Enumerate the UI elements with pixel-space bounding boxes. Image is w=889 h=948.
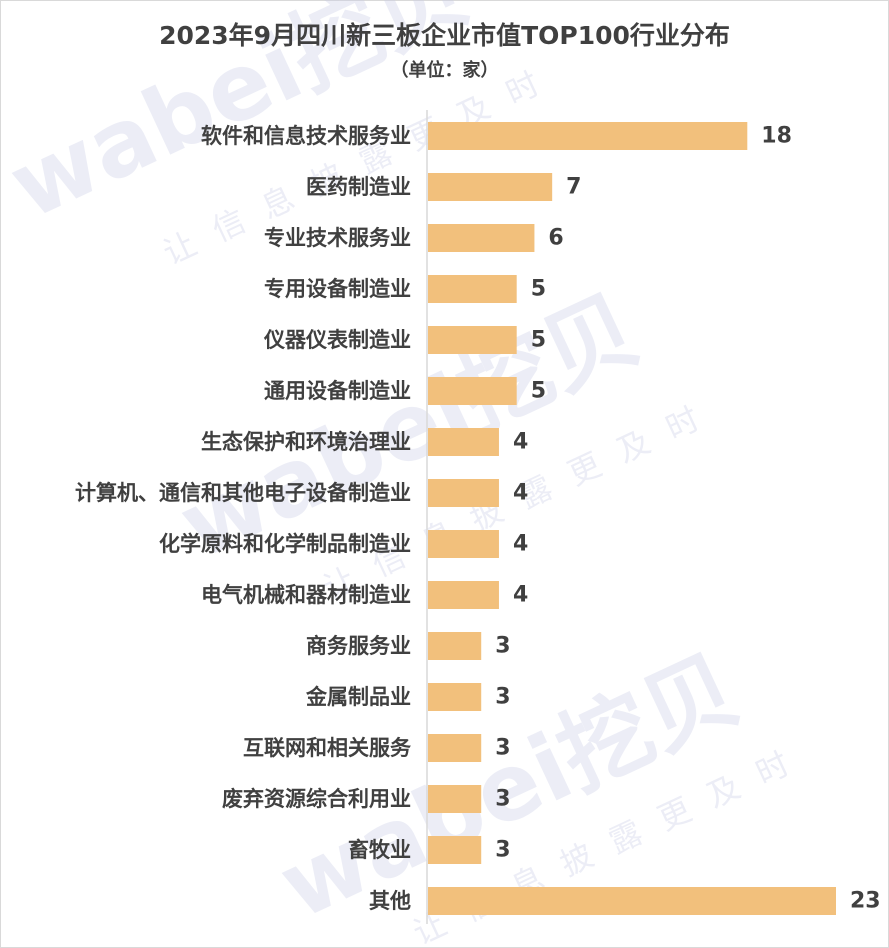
category-label-4: 仪器仪表制造业 xyxy=(263,328,411,352)
category-label-13: 废弃资源综合利用业 xyxy=(222,787,411,811)
category-label-12: 互联网和相关服务 xyxy=(243,736,412,760)
category-label-6: 生态保护和环境治理业 xyxy=(201,430,411,454)
category-label-7: 计算机、通信和其他电子设备制造业 xyxy=(75,481,411,505)
category-label-11: 金属制品业 xyxy=(305,685,411,709)
value-label-13: 3 xyxy=(495,787,510,812)
bar-10 xyxy=(428,632,482,660)
value-label-11: 3 xyxy=(495,685,510,710)
bar-2 xyxy=(428,224,535,252)
value-label-7: 4 xyxy=(513,481,528,506)
bar-4 xyxy=(428,326,517,354)
category-label-10: 商务服务业 xyxy=(306,634,411,658)
chart-title: 2023年9月四川新三板企业市值TOP100行业分布 xyxy=(159,21,730,50)
value-label-4: 5 xyxy=(531,328,546,353)
chart-subtitle: （单位：家） xyxy=(390,60,499,81)
category-label-15: 其他 xyxy=(369,889,411,913)
bar-7 xyxy=(428,479,499,507)
bars-group: 软件和信息技术服务业 18 医药制造业 7 专业技术服务业 6 专用设备制造业 5 仪器仪表制造… xyxy=(75,122,881,915)
bar-12 xyxy=(428,734,482,762)
bar-14 xyxy=(428,836,482,864)
value-label-1: 7 xyxy=(566,175,581,200)
bar-1 xyxy=(428,173,553,201)
bar-6 xyxy=(428,428,499,456)
value-label-5: 5 xyxy=(531,379,546,404)
bar-3 xyxy=(428,275,517,303)
bar-11 xyxy=(428,683,482,711)
bar-13 xyxy=(428,785,482,813)
value-label-8: 4 xyxy=(513,532,528,557)
value-label-12: 3 xyxy=(495,736,510,761)
value-label-14: 3 xyxy=(495,838,510,863)
category-label-14: 畜牧业 xyxy=(348,838,411,862)
value-label-6: 4 xyxy=(513,430,528,455)
bar-8 xyxy=(428,530,499,558)
bar-5 xyxy=(428,377,517,405)
category-label-3: 专用设备制造业 xyxy=(264,277,411,301)
value-label-15: 23 xyxy=(850,889,881,914)
category-label-0: 软件和信息技术服务业 xyxy=(201,124,411,148)
bar-15 xyxy=(428,887,836,915)
category-label-9: 电气机械和器材制造业 xyxy=(201,583,411,607)
value-label-2: 6 xyxy=(548,226,563,251)
bar-0 xyxy=(428,122,748,150)
bar-9 xyxy=(428,581,499,609)
value-label-9: 4 xyxy=(513,583,528,608)
value-label-0: 18 xyxy=(761,124,792,149)
category-label-2: 专业技术服务业 xyxy=(264,226,411,250)
category-label-8: 化学原料和化学制品制造业 xyxy=(159,532,411,556)
value-label-10: 3 xyxy=(495,634,510,659)
value-label-3: 5 xyxy=(531,277,546,302)
category-label-1: 医药制造业 xyxy=(306,175,411,199)
category-label-5: 通用设备制造业 xyxy=(264,379,411,403)
